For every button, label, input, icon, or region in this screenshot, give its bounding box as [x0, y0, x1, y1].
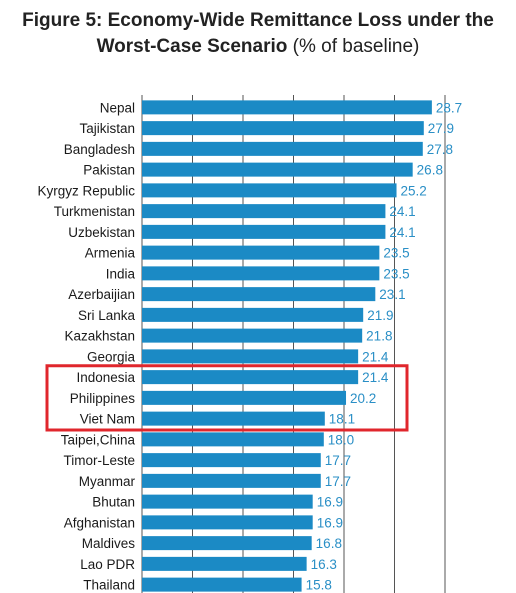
bar	[142, 515, 313, 530]
value-label: 21.9	[367, 308, 393, 323]
value-label: 18.1	[329, 412, 355, 427]
value-label: 21.4	[362, 370, 389, 385]
title-unit: (% of baseline)	[292, 36, 420, 57]
bar	[142, 100, 432, 115]
value-label: 24.1	[389, 204, 415, 219]
category-label: Bhutan	[92, 495, 135, 510]
bar	[142, 266, 380, 281]
bar	[142, 328, 363, 343]
category-label: Georgia	[87, 349, 136, 364]
value-label: 17.7	[325, 474, 351, 489]
category-label: Taipei,China	[61, 432, 136, 447]
category-label: Nepal	[100, 100, 135, 115]
bar	[142, 390, 347, 405]
bar	[142, 411, 325, 426]
bar	[142, 162, 413, 177]
value-label: 16.9	[317, 495, 343, 510]
value-label: 16.3	[311, 557, 337, 572]
value-label: 21.4	[362, 349, 389, 364]
value-label: 15.8	[306, 578, 332, 593]
chart-title: Figure 5: Economy-Wide Remittance Loss u…	[0, 8, 516, 60]
value-label: 16.9	[317, 515, 343, 530]
value-label: 21.8	[366, 329, 392, 344]
category-label: Kyrgyz Republic	[37, 183, 135, 198]
value-label: 23.5	[383, 246, 409, 261]
value-label: 20.2	[350, 391, 376, 406]
title-main: Worst-Case Scenario	[96, 36, 288, 57]
category-label: Turkmenistan	[54, 204, 135, 219]
value-label: 24.1	[389, 225, 415, 240]
value-label: 17.7	[325, 453, 351, 468]
category-label: Timor-Leste	[63, 453, 135, 468]
bar	[142, 453, 321, 468]
gridlines	[141, 95, 446, 593]
bar	[142, 349, 359, 364]
bar	[142, 432, 324, 447]
bar	[142, 245, 380, 260]
bar	[142, 224, 386, 239]
bar	[142, 183, 397, 198]
category-label: Maldives	[82, 536, 136, 551]
bar	[142, 370, 359, 385]
bar	[142, 494, 313, 509]
value-label: 16.8	[316, 536, 342, 551]
value-label: 27.8	[427, 142, 453, 157]
bar	[142, 536, 312, 551]
value-label: 26.8	[417, 163, 443, 178]
bar	[142, 556, 307, 571]
title-line-2: Worst-Case Scenario (% of baseline)	[0, 34, 516, 60]
category-label: Tajikistan	[79, 121, 135, 136]
category-label: Azerbaijian	[68, 287, 135, 302]
category-label: Uzbekistan	[68, 225, 135, 240]
bar	[142, 204, 386, 219]
value-label: 25.2	[401, 183, 427, 198]
bar	[142, 141, 423, 156]
category-label: Thailand	[83, 578, 135, 593]
value-label: 18.0	[328, 432, 354, 447]
bar	[142, 577, 302, 592]
category-label: Philippines	[70, 391, 136, 406]
category-label: Lao PDR	[80, 557, 135, 572]
highlight-box	[45, 364, 409, 432]
bar	[142, 121, 424, 136]
bar	[142, 473, 321, 488]
value-label: 23.5	[383, 266, 409, 281]
bar	[142, 307, 364, 322]
category-label: Armenia	[85, 246, 136, 261]
category-label: Pakistan	[83, 163, 135, 178]
bars	[142, 100, 432, 592]
title-line-1: Figure 5: Economy-Wide Remittance Loss u…	[22, 10, 494, 31]
category-label: India	[106, 266, 136, 281]
category-label: Indonesia	[76, 370, 135, 385]
value-label: 27.9	[428, 121, 454, 136]
category-label: Myanmar	[79, 474, 136, 489]
highlight-rect	[45, 364, 409, 432]
category-labels: Nepal Tajikistan Bangladesh Pakistan Kyrgyz …	[37, 100, 135, 592]
value-labels: 28.7 27.9 27.8 26.8 25.2 24.1 24.1 23.5 23.5 23.1…	[306, 100, 463, 592]
category-label: Viet Nam	[80, 412, 135, 427]
value-label: 23.1	[379, 287, 405, 302]
category-label: Bangladesh	[64, 142, 135, 157]
value-label: 28.7	[436, 100, 462, 115]
category-label: Sri Lanka	[78, 308, 136, 323]
bar	[142, 287, 376, 302]
category-label: Afghanistan	[64, 515, 135, 530]
category-label: Kazakhstan	[64, 329, 135, 344]
